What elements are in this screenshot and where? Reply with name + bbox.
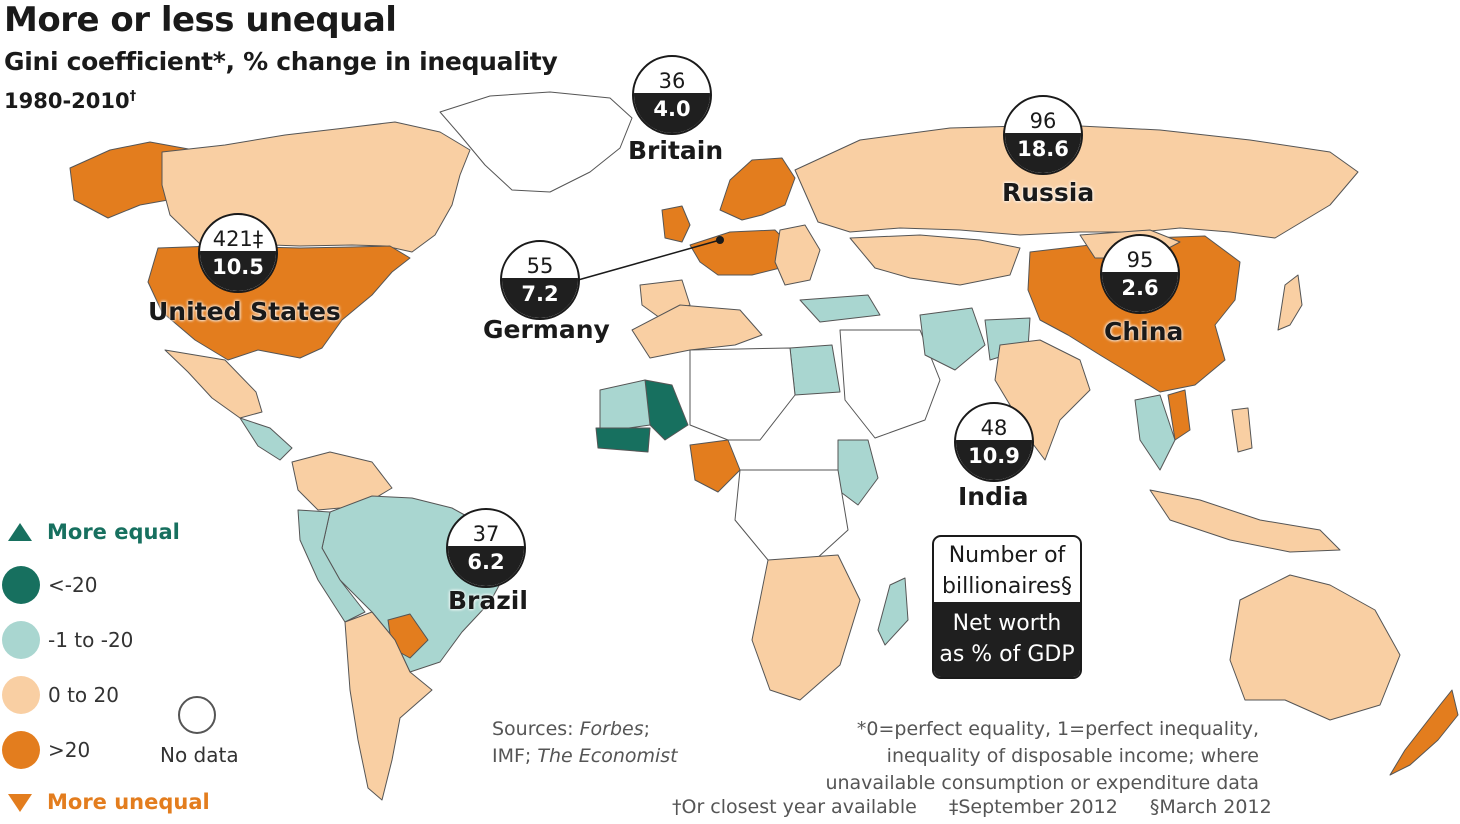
footnote-september: ‡September 2012 — [948, 796, 1118, 818]
legend-label-over-20: >20 — [48, 738, 91, 762]
country-argentina-chile — [344, 611, 433, 801]
period-label: 1980-2010† — [4, 89, 137, 113]
key-line-2: billionaires§ — [942, 574, 1072, 599]
country-iran — [919, 307, 986, 371]
country-mali — [644, 379, 689, 441]
country-japan — [1277, 274, 1303, 331]
country-southern-africa — [751, 554, 861, 701]
country-west-africa — [599, 379, 651, 433]
legend-more-unequal: More unequal — [47, 790, 210, 814]
legend-label-less-than-minus-20: <-20 — [48, 573, 98, 597]
country-southeast-asia — [1134, 394, 1176, 471]
russia-label: Russia — [1002, 178, 1095, 207]
more-unequal-triangle-icon — [8, 794, 32, 812]
germany-bubble: 55 7.2 — [500, 240, 580, 320]
footnotes: †Or closest year available ‡September 20… — [672, 796, 1272, 818]
brazil-label: Brazil — [448, 586, 528, 615]
china-label: China — [1104, 317, 1184, 346]
russia-bubble: 96 18.6 — [1003, 95, 1083, 175]
country-uk — [661, 205, 691, 243]
country-turkey — [799, 294, 881, 323]
country-new-zealand — [1389, 689, 1459, 776]
key-line-4: as % of GDP — [939, 642, 1075, 667]
legend-swatch-dark-teal — [2, 566, 40, 604]
key-line-1: Number of — [948, 543, 1066, 568]
country-europe-west — [689, 229, 791, 276]
country-north-africa — [631, 304, 763, 359]
bubble-key: Number of billionaires§ Net worth as % of … — [932, 535, 1082, 679]
country-nigeria — [689, 439, 741, 493]
germany-label: Germany — [483, 315, 610, 344]
brazil-bubble: 37 6.2 — [446, 508, 526, 588]
legend-swatch-light-teal — [2, 621, 40, 659]
country-philippines — [1231, 407, 1253, 453]
country-middle-east — [839, 329, 941, 439]
country-vietnam — [1167, 389, 1191, 441]
legend-swatch-no-data — [178, 696, 216, 734]
country-sahel — [689, 347, 796, 441]
map-title: More or less unequal — [4, 0, 397, 40]
country-central-africa — [734, 469, 849, 561]
britain-bubble: 36 4.0 — [632, 55, 712, 135]
more-equal-triangle-icon — [8, 523, 32, 541]
india-bubble: 48 10.9 — [954, 402, 1034, 482]
country-indonesia — [1149, 489, 1341, 553]
country-kazakhstan — [849, 234, 1021, 286]
china-bubble: 95 2.6 — [1100, 234, 1180, 314]
country-senegal — [595, 427, 651, 453]
germany-marker — [716, 236, 724, 244]
sources: Sources: Forbes; IMF; The Economist — [492, 718, 678, 767]
country-peru-bolivia — [297, 509, 366, 623]
country-eastern-europe — [774, 224, 821, 286]
legend-more-equal: More equal — [47, 520, 180, 544]
country-mexico — [164, 349, 263, 419]
germany-leader-line — [577, 239, 721, 281]
country-greenland — [439, 91, 633, 193]
country-australia — [1229, 574, 1401, 721]
footnote-closest-year: †Or closest year available — [672, 796, 917, 818]
legend-swatch-orange — [2, 731, 40, 769]
country-india — [994, 339, 1091, 461]
map-subtitle: Gini coefficient*, % change in inequalit… — [4, 47, 558, 76]
footnote-march: §March 2012 — [1149, 796, 1272, 818]
country-central-america — [239, 417, 293, 461]
legend-label-minus-1-to-minus-20: -1 to -20 — [48, 628, 134, 652]
britain-label: Britain — [628, 136, 724, 165]
legend-swatch-light-orange — [2, 676, 40, 714]
usa-label: United States — [148, 297, 341, 326]
country-egypt — [789, 344, 841, 396]
india-label: India — [958, 482, 1029, 511]
country-scandinavia — [719, 157, 796, 221]
legend-label-no-data: No data — [160, 743, 239, 767]
country-madagascar — [877, 577, 909, 646]
legend-label-0-to-20: 0 to 20 — [48, 683, 119, 707]
gini-notes: *0=perfect equality, 1=perfect inequalit… — [825, 718, 1259, 794]
usa-bubble: 421‡ 10.5 — [198, 213, 278, 293]
country-china — [1027, 235, 1241, 393]
country-east-africa — [837, 439, 879, 506]
key-line-3: Net worth — [952, 611, 1062, 636]
